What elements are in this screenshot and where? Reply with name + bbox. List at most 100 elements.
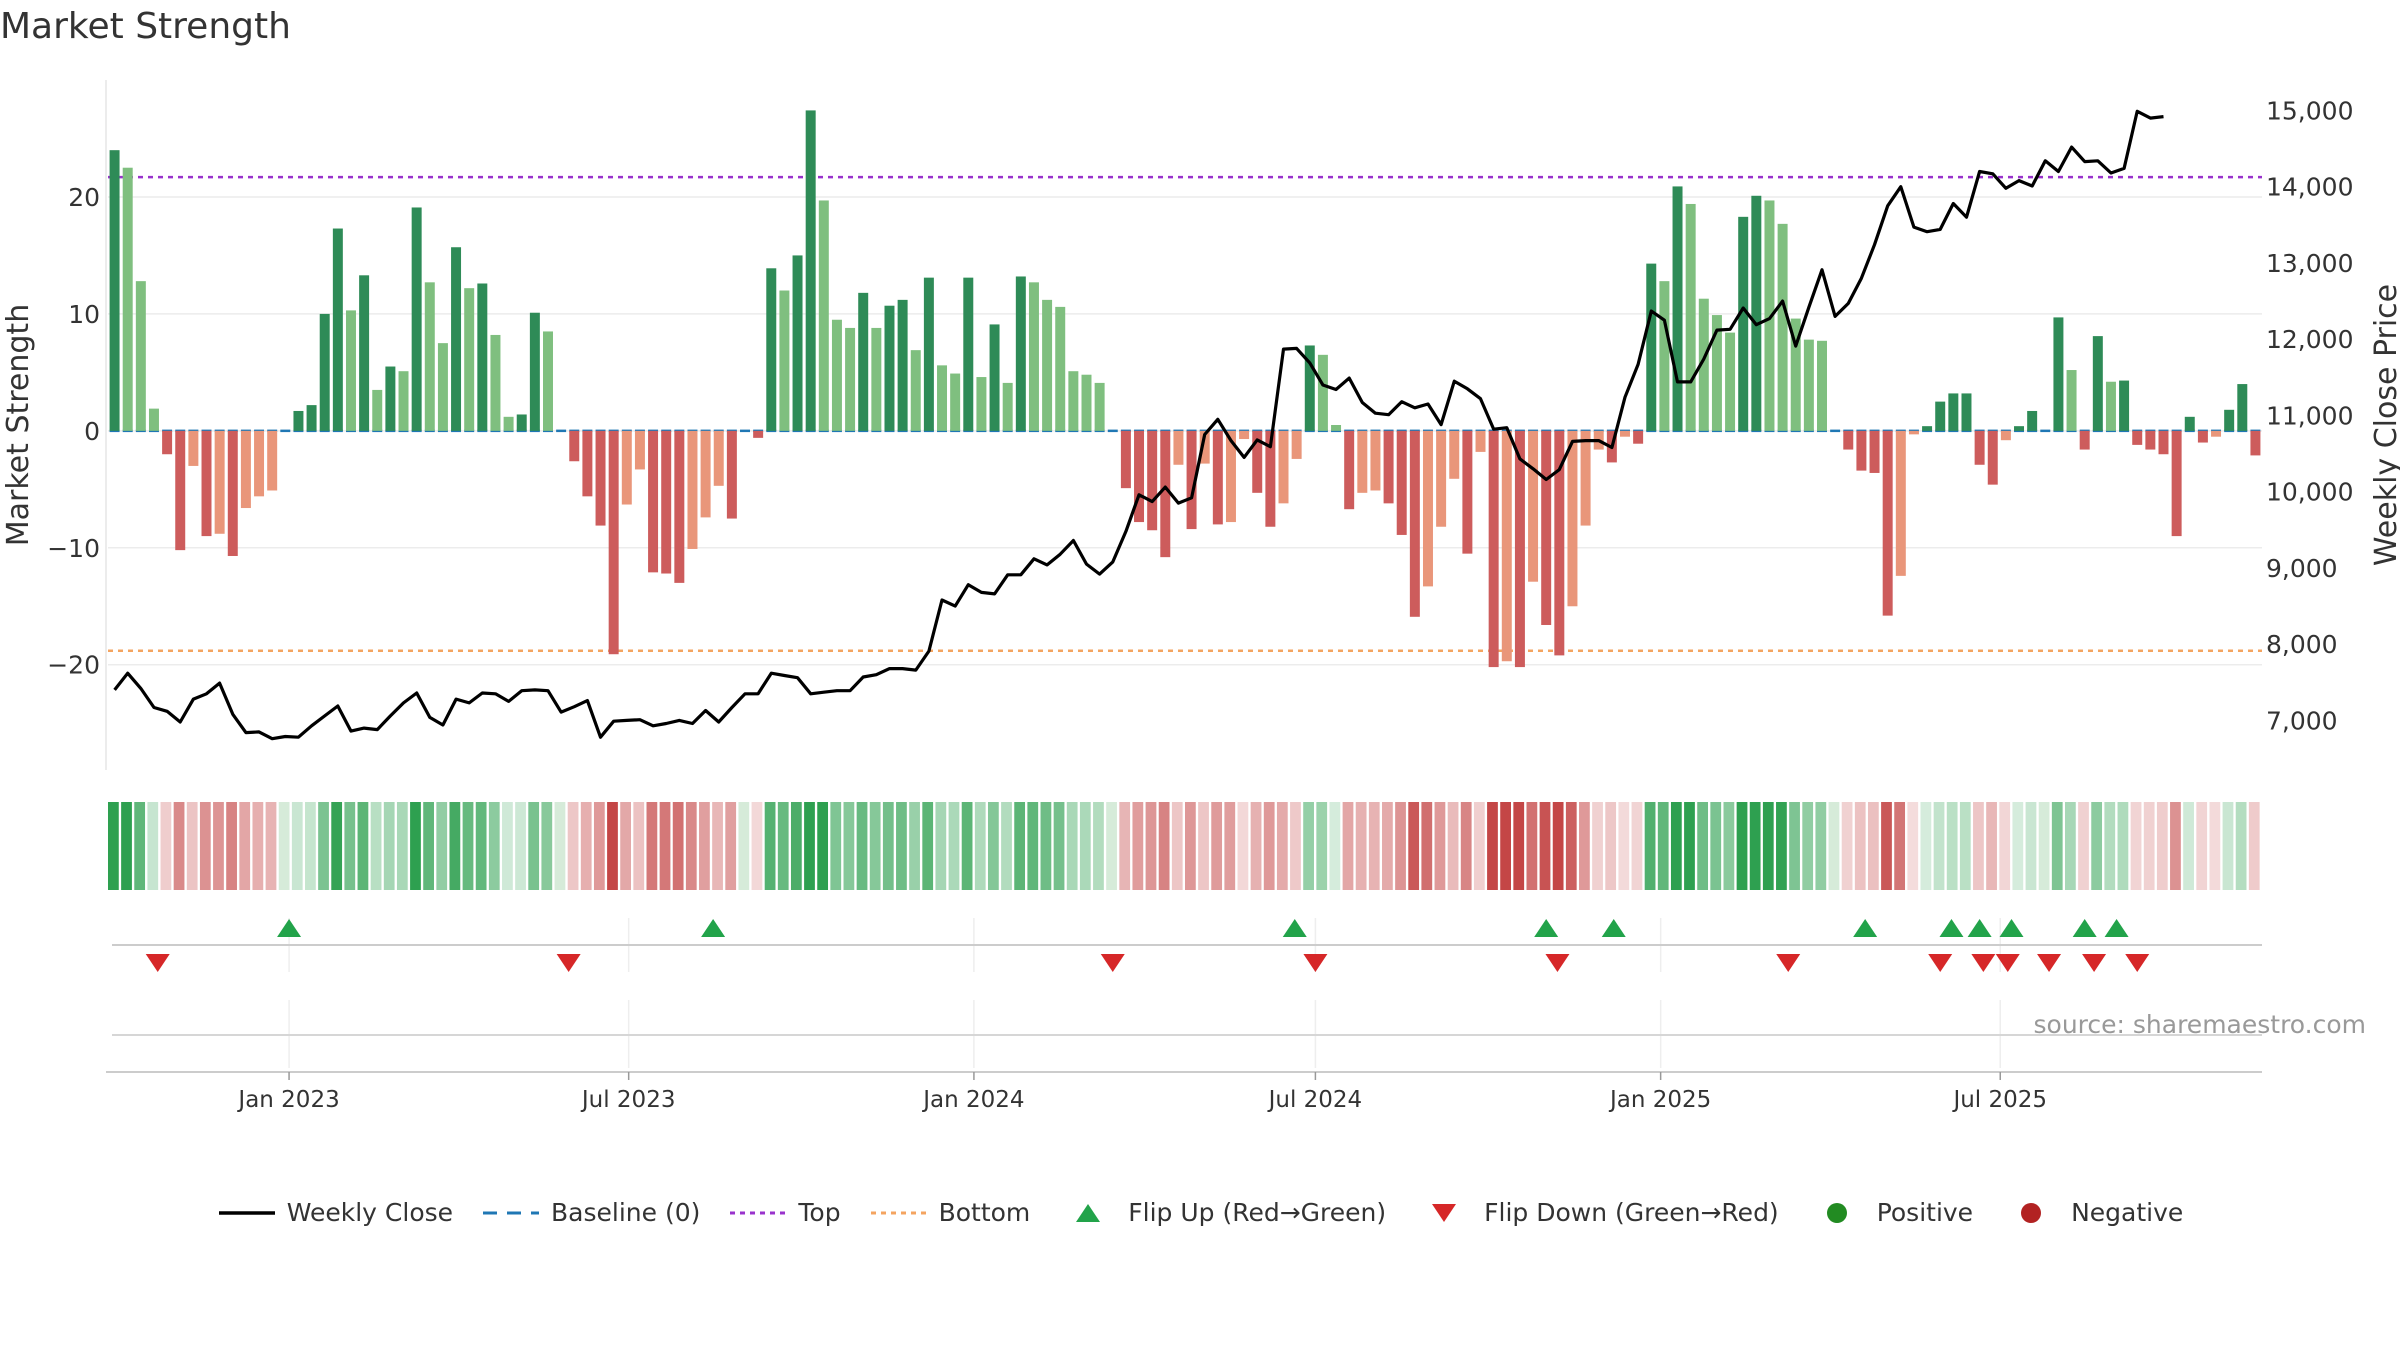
- strength-bar: [385, 366, 396, 431]
- ribbon-cell: [1776, 802, 1787, 890]
- ribbon-cell: [383, 802, 395, 890]
- strength-bar: [818, 200, 829, 431]
- ribbon-cell: [2012, 802, 2024, 890]
- left-axis-title: Market Strength: [1, 304, 36, 546]
- ribbon-cell: [567, 802, 579, 890]
- ribbon-cell: [1395, 802, 1406, 890]
- ribbon-cell: [1999, 802, 2011, 890]
- ribbon-cell: [725, 802, 737, 890]
- ribbon-cell: [2051, 802, 2063, 890]
- strength-bar: [2224, 409, 2235, 431]
- ribbon-cell: [1329, 802, 1341, 890]
- chart-title: Market Strength: [0, 6, 291, 47]
- left-tick-label: 0: [84, 417, 100, 446]
- ribbon-cell: [1907, 802, 1919, 890]
- strength-bar: [1672, 186, 1683, 431]
- right-tick-label: 10,000: [2266, 478, 2353, 507]
- ribbon-cell: [620, 802, 632, 890]
- ribbon-cell: [318, 802, 329, 890]
- ribbon-cell: [2235, 802, 2247, 890]
- right-tick-label: 9,000: [2266, 554, 2338, 583]
- ribbon-cell: [1040, 802, 1052, 890]
- strength-bar: [2000, 430, 2011, 441]
- strength-bar: [845, 327, 856, 431]
- left-tick-label: 10: [68, 300, 100, 329]
- strength-bar: [648, 430, 659, 573]
- ribbon-cell: [278, 802, 290, 890]
- strength-bar: [2250, 430, 2261, 456]
- ribbon-cell: [1237, 802, 1249, 890]
- flip-down-marker: [145, 954, 170, 972]
- strength-bar: [805, 110, 816, 431]
- strength-bar: [1239, 430, 1250, 440]
- legend-label: Baseline (0): [551, 1198, 701, 1227]
- strength-bar: [1882, 430, 1893, 616]
- strength-bar: [1212, 430, 1223, 525]
- ribbon-cell: [1986, 802, 1997, 890]
- flip-up-marker: [701, 919, 726, 937]
- ribbon-cell: [186, 802, 198, 890]
- strength-bar: [175, 430, 186, 551]
- flip-up-marker: [1282, 919, 1307, 937]
- x-tick-label: Jan 2024: [921, 1087, 1024, 1113]
- flip-down-marker: [1995, 954, 2020, 972]
- reference-lines: [108, 175, 2262, 652]
- legend-item-positive: Positive: [1807, 1198, 1973, 1227]
- ribbon-cell: [987, 802, 999, 890]
- strength-bar: [1751, 195, 1762, 431]
- ribbon-cell: [2104, 802, 2116, 890]
- strength-bar: [1790, 318, 1801, 431]
- ribbon-cell: [1579, 802, 1590, 890]
- flip-up-marker: [1967, 919, 1992, 937]
- ribbon-cell: [607, 802, 618, 890]
- ribbon-cell: [2025, 802, 2037, 890]
- strength-bar: [2066, 370, 2077, 431]
- ribbon-cell: [1789, 802, 1800, 890]
- legend-label: Flip Up (Red→Green): [1128, 1198, 1387, 1227]
- legend-item-flipup: Flip Up (Red→Green): [1058, 1198, 1386, 1227]
- legend-label: Positive: [1876, 1198, 1974, 1227]
- ribbon-cell: [121, 802, 132, 890]
- ribbon-cell: [804, 802, 815, 890]
- strength-bar: [1777, 223, 1788, 431]
- ribbon-cell: [1631, 802, 1643, 890]
- right-tick-label: 14,000: [2266, 173, 2353, 202]
- ribbon-cell: [160, 802, 172, 890]
- right-tick-label: 13,000: [2266, 249, 2353, 278]
- ribbon-cell: [1736, 802, 1748, 890]
- strength-bar: [1659, 281, 1670, 431]
- ribbon-cell: [1079, 802, 1091, 890]
- strength-bar: [1199, 430, 1210, 464]
- strength-bar: [1869, 430, 1880, 473]
- ribbon-cell: [646, 802, 658, 890]
- legend-symbol-bottom: [870, 1211, 927, 1214]
- ribbon-cell: [1276, 802, 1288, 890]
- strength-bar: [2237, 384, 2248, 431]
- strength-bar: [543, 331, 553, 431]
- strength-bar: [345, 310, 356, 431]
- ribbon-cell: [790, 802, 802, 890]
- strength-bar: [1173, 430, 1184, 465]
- strength-bar: [1094, 382, 1105, 431]
- flip-up-marker: [1939, 919, 1964, 937]
- strength-bar: [1422, 430, 1433, 587]
- ribbon-cell: [2156, 802, 2168, 890]
- ribbon-cell: [1171, 802, 1183, 890]
- strength-bar: [1725, 332, 1736, 431]
- legend-item-baseline: Baseline (0): [481, 1198, 700, 1227]
- strength-bar: [1698, 298, 1709, 431]
- strength-bar: [753, 430, 764, 438]
- ribbon-cell: [1894, 802, 1906, 890]
- ribbon-cell: [1106, 802, 1117, 890]
- legend-item-negative: Negative: [2001, 1198, 2183, 1227]
- strength-bar: [1856, 430, 1867, 471]
- ribbon-cell: [252, 802, 264, 890]
- ribbon-cell: [554, 802, 566, 890]
- strength-bar: [2132, 430, 2143, 445]
- strength-bar: [1843, 430, 1854, 450]
- strength-bar: [634, 430, 645, 470]
- strength-bar: [319, 313, 330, 431]
- strength-bar: [1357, 430, 1368, 493]
- legend: Weekly Close Baseline (0) Top Bottom Flip Up…: [0, 1198, 2400, 1227]
- ribbon-cell: [1854, 802, 1866, 890]
